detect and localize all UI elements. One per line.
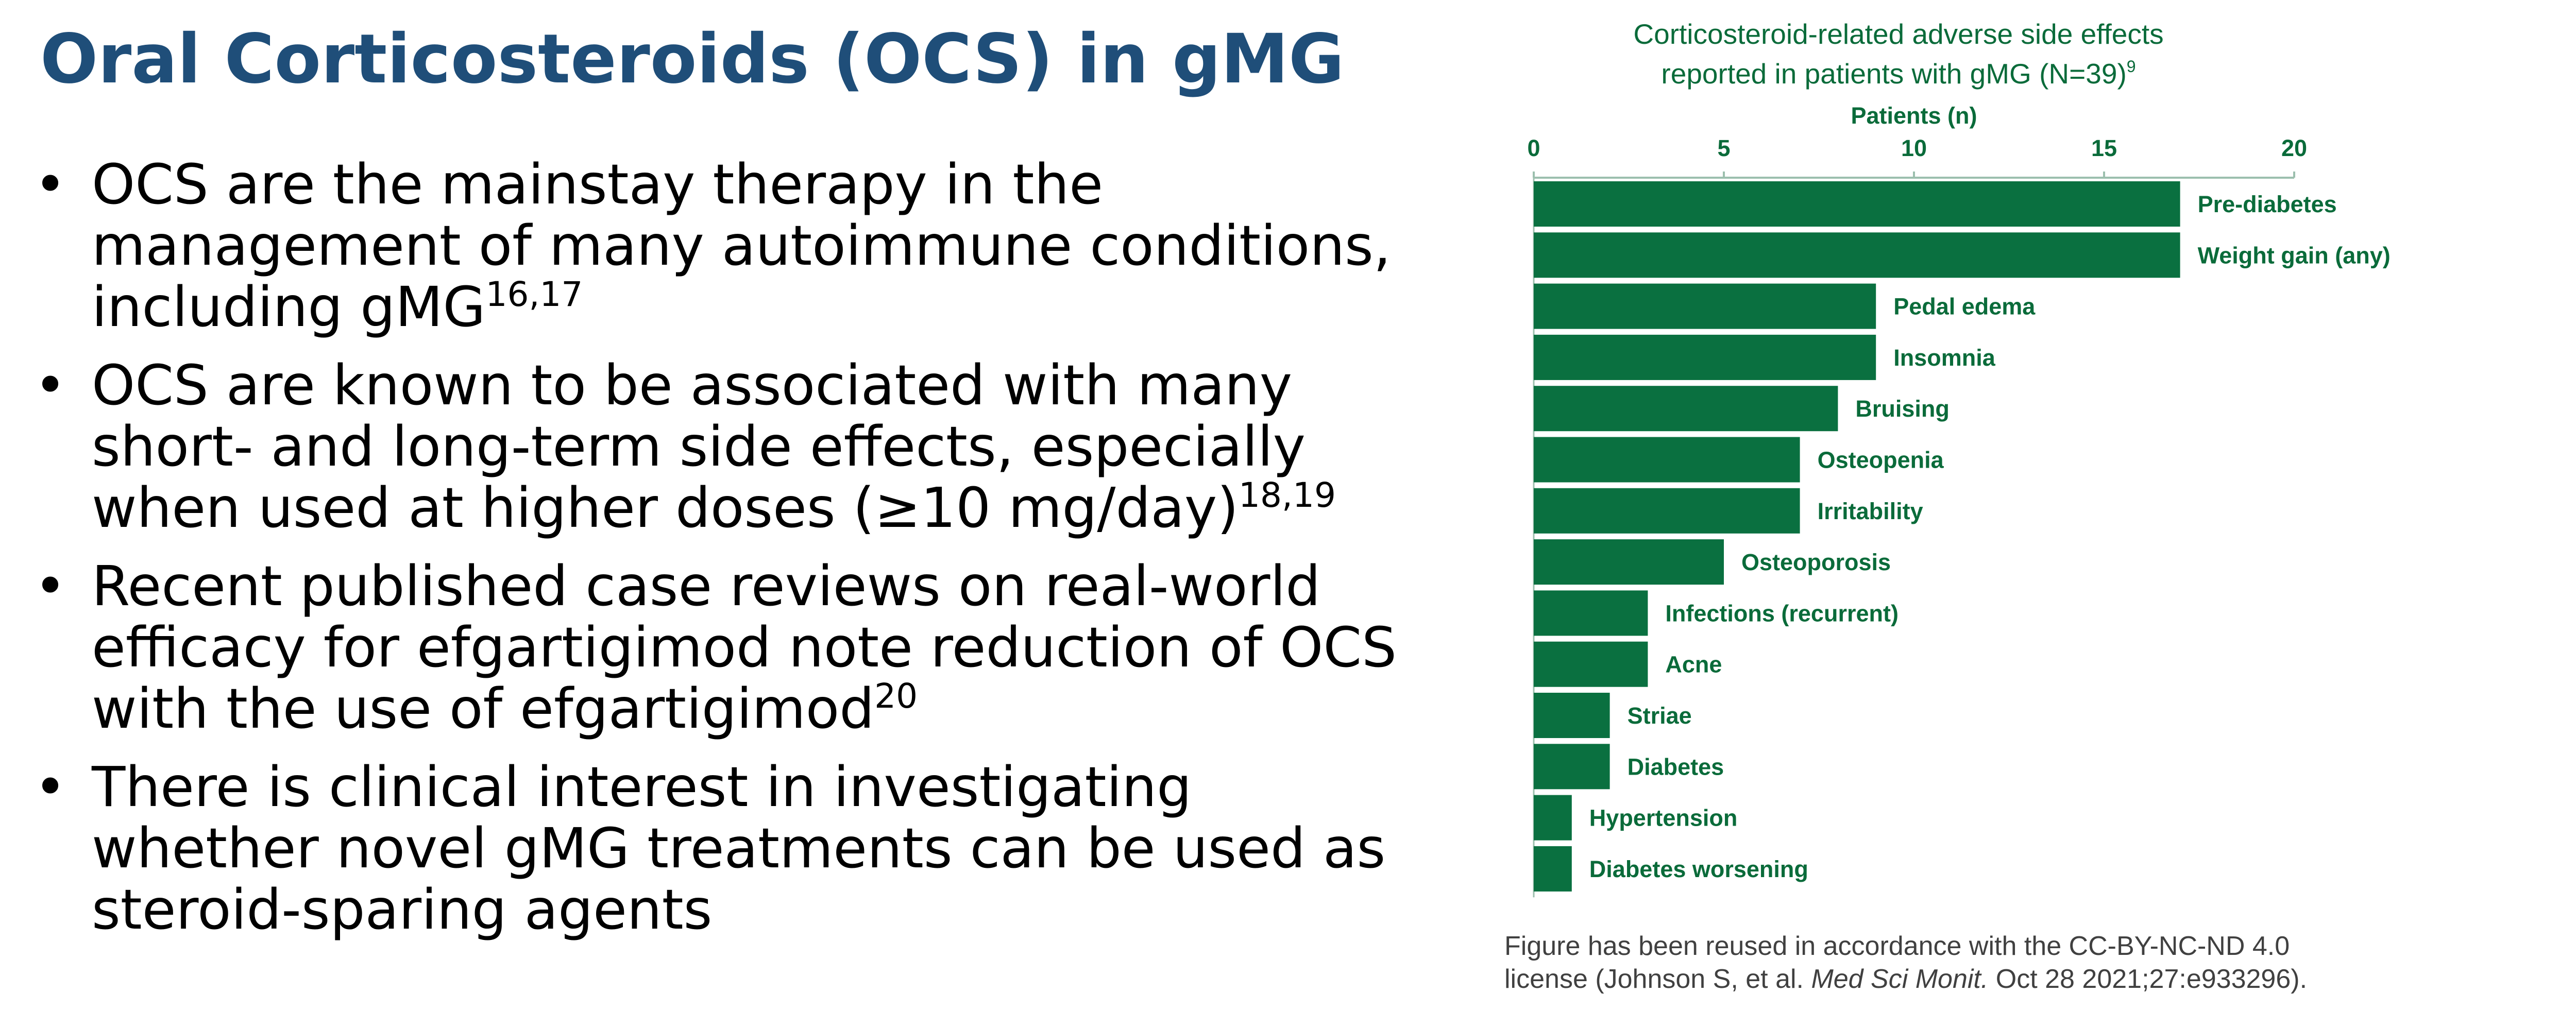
bar-insomnia	[1534, 334, 1876, 380]
x-tick-label: 10	[1901, 135, 1927, 161]
category-label: Infections (recurrent)	[1665, 600, 1899, 626]
category-label: Hypertension	[1589, 805, 1738, 831]
bar-bruising	[1534, 386, 1838, 432]
bullet-reference: 16,17	[485, 275, 583, 314]
bullet-reference: 20	[874, 676, 918, 716]
category-label: Diabetes	[1628, 754, 1724, 780]
bullet-dot: •	[34, 756, 67, 819]
caption-text: license (Johnson S, et al.	[1504, 964, 1811, 994]
bar-diabetes	[1534, 744, 1610, 790]
bullet-text: OCS are the mainstay therapy in the mana…	[92, 153, 1391, 339]
bullet-dot: •	[34, 153, 67, 217]
x-axis-label: Patients (n)	[1851, 102, 1977, 129]
bullet-text: OCS are known to be associated with many…	[92, 354, 1306, 540]
x-tick-label: 20	[2281, 135, 2307, 161]
chart-title-line-1: Corticosteroid-related adverse side effe…	[1633, 18, 2163, 50]
bullet-list: • OCS are the mainstay therapy in the man…	[34, 155, 1435, 958]
bar-pre-diabetes	[1534, 181, 2180, 227]
bullet-item: • There is clinical interest in investiga…	[34, 757, 1435, 941]
category-label: Insomnia	[1893, 345, 1996, 371]
bar-acne	[1534, 641, 1648, 687]
bar-irritability	[1534, 488, 1800, 534]
adverse-effects-chart: Corticosteroid-related adverse side effe…	[1527, 18, 2391, 898]
bar-infections-recurrent	[1534, 590, 1648, 636]
category-label: Irritability	[1818, 498, 1923, 524]
caption-journal: Med Sci Monit.	[1811, 964, 1989, 994]
category-label: Bruising	[1855, 396, 1950, 422]
bullet-dot: •	[34, 555, 67, 619]
category-label: Weight gain (any)	[2198, 242, 2391, 268]
bullet-text: Recent published case reviews on real-wo…	[92, 555, 1397, 741]
bar-pedal-edema	[1534, 283, 1876, 329]
bar-striae	[1534, 693, 1610, 738]
bar-osteopenia	[1534, 437, 1800, 483]
chart-title-superscript: 9	[2127, 57, 2136, 76]
bar-diabetes-worsening	[1534, 846, 1572, 892]
bullet-item: • OCS are known to be associated with man…	[34, 355, 1435, 539]
bar-hypertension	[1534, 795, 1572, 841]
chart-title-line-2: reported in patients with gMG (N=39)9	[1661, 57, 2136, 90]
bullet-item: • Recent published case reviews on real-w…	[34, 556, 1435, 740]
slide-title: Oral Corticosteroids (OCS) in gMG	[40, 20, 1345, 99]
bullet-dot: •	[34, 354, 67, 418]
category-label: Osteoporosis	[1741, 549, 1891, 575]
category-label: Striae	[1628, 703, 1692, 729]
chart-title-text: reported in patients with gMG (N=39)	[1661, 58, 2126, 90]
x-tick-label: 15	[2091, 135, 2117, 161]
category-label: Diabetes worsening	[1589, 856, 1808, 882]
caption-line-1: Figure has been reused in accordance wit…	[1504, 931, 2290, 961]
figure-caption: Figure has been reused in accordance wit…	[1504, 930, 2307, 996]
bar-weight-gain-any	[1534, 232, 2180, 278]
category-label: Pedal edema	[1893, 294, 2036, 320]
bullet-text: There is clinical interest in investigat…	[92, 756, 1386, 942]
x-tick-label: 0	[1527, 135, 1540, 161]
caption-text: Oct 28 2021;27:e933296).	[1988, 964, 2308, 994]
category-label: Acne	[1665, 652, 1722, 678]
bullet-reference: 18,19	[1239, 475, 1336, 515]
caption-line-2: license (Johnson S, et al. Med Sci Monit…	[1504, 963, 2307, 996]
bar-osteoporosis	[1534, 539, 1724, 585]
bullet-item: • OCS are the mainstay therapy in the man…	[34, 155, 1435, 338]
category-label: Osteopenia	[1818, 447, 1944, 473]
category-label: Pre-diabetes	[2198, 191, 2337, 217]
x-tick-label: 5	[1717, 135, 1730, 161]
